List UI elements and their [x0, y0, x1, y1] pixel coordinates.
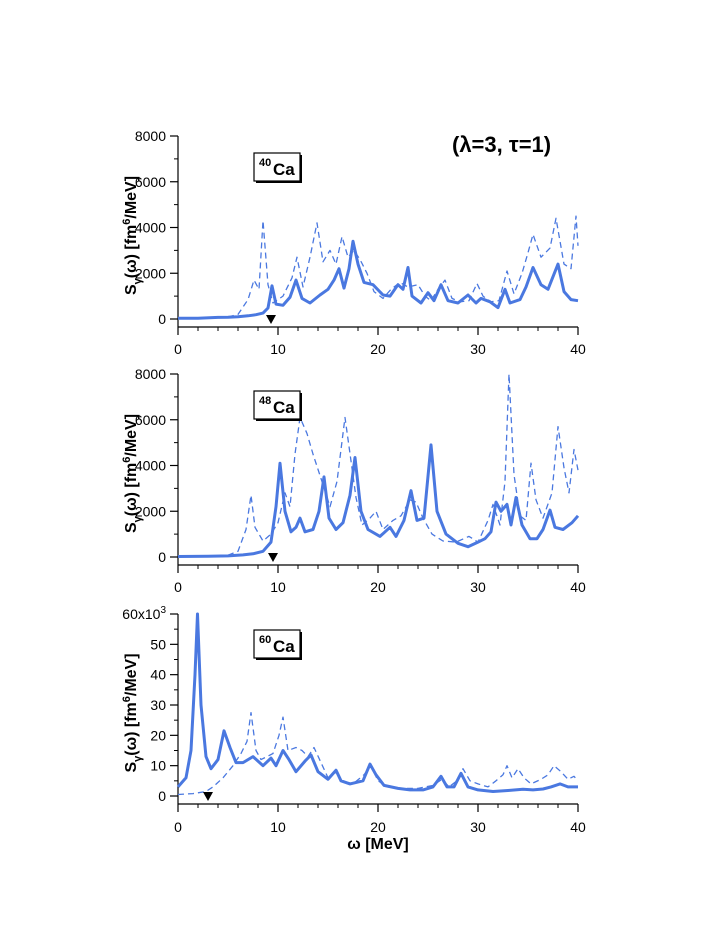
series-solid-line: [177, 239, 579, 320]
x-tick-label: 40: [570, 579, 586, 595]
y-axis-label: Sγ(ω) [fm6/MeV]: [121, 414, 144, 533]
x-tick-label: 30: [470, 341, 486, 357]
series-solid-line: [176, 612, 578, 793]
nucleus-symbol: Ca: [273, 160, 295, 179]
x-tick-label: 20: [370, 341, 386, 357]
x-tick-label: 40: [570, 341, 586, 357]
nucleus-label-box: [253, 629, 301, 659]
x-tick-label: 10: [270, 819, 286, 835]
x-tick-label: 0: [174, 819, 182, 835]
x-tick-label: 10: [270, 341, 286, 357]
y-tick-label: 0: [158, 788, 166, 804]
y-tick-label: 8000: [135, 128, 166, 144]
y-tick-label: 10: [150, 758, 166, 774]
nucleus-symbol: Ca: [273, 637, 295, 656]
series-dashed-line: [177, 711, 579, 796]
x-tick-label: 0: [174, 341, 182, 357]
x-tick-label: 20: [370, 579, 386, 595]
y-tick-label: 0: [158, 549, 166, 565]
y-tick-label: 2000: [135, 265, 166, 281]
y-tick-label: 60x103: [122, 605, 166, 622]
threshold-marker: [203, 792, 213, 801]
threshold-marker: [268, 553, 278, 562]
x-tick-label: 10: [270, 579, 286, 595]
x-tick-label: 30: [470, 819, 486, 835]
x-tick-label: 20: [370, 819, 386, 835]
panel-48ca: 0 2000 4000 6000 8000 0 10 20 30 40 48 Ca Sγ(ω) [fm6…: [121, 366, 586, 595]
nucleus-mass-number: 40: [259, 157, 271, 169]
series-dashed-line: [177, 373, 579, 558]
x-tick-label: 40: [570, 819, 586, 835]
x-axis-label: ω [MeV]: [347, 836, 409, 853]
y-tick-label: 4000: [135, 220, 166, 236]
nucleus-symbol: Ca: [273, 398, 295, 417]
y-tick-label: 30: [150, 697, 166, 713]
panel-60ca: 0 10 20 30 40 50 60x103 0 10 20 30 40 60 Ca Sγ(ω) [fm6…: [121, 605, 586, 853]
y-tick-label: 0: [158, 311, 166, 327]
nucleus-label-box: [253, 390, 301, 420]
x-tick-label: 30: [470, 579, 486, 595]
y-axis-label: Sγ(ω) [fm6/MeV]: [121, 176, 144, 295]
y-tick-label: 6000: [135, 412, 166, 428]
x-tick-label: 0: [174, 579, 182, 595]
y-axis-label: Sγ(ω) [fm6/MeV]: [121, 653, 144, 772]
series-dashed-line: [177, 215, 579, 320]
y-tick-label: 50: [150, 636, 166, 652]
y-tick-label: 4000: [135, 458, 166, 474]
series-solid-line: [177, 443, 580, 558]
y-tick-label: 20: [150, 727, 166, 743]
nucleus-label-box: [253, 152, 301, 182]
nucleus-mass-number: 60: [259, 634, 271, 646]
y-tick-label: 8000: [135, 366, 166, 382]
nucleus-mass-number: 48: [259, 395, 271, 407]
y-tick-label: 2000: [135, 503, 166, 519]
figure-label: (λ=3, τ=1): [452, 132, 551, 157]
y-tick-label: 40: [150, 667, 166, 683]
y-tick-label: 6000: [135, 174, 166, 190]
threshold-marker: [266, 315, 276, 324]
